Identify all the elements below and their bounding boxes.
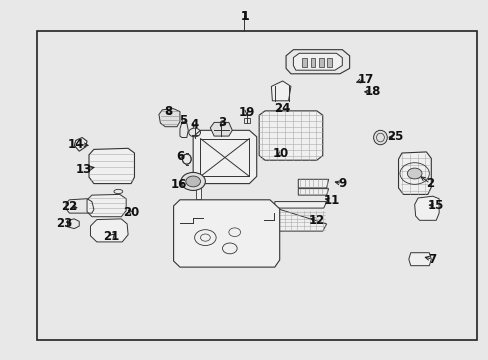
- Bar: [310, 58, 315, 67]
- Bar: [302, 58, 306, 67]
- Polygon shape: [414, 196, 438, 220]
- Text: 24: 24: [274, 102, 290, 114]
- Text: 13: 13: [76, 163, 92, 176]
- Polygon shape: [89, 148, 134, 184]
- Text: 5: 5: [179, 114, 187, 127]
- Bar: [37, 31, 476, 340]
- Polygon shape: [159, 109, 180, 127]
- Ellipse shape: [373, 130, 386, 145]
- Polygon shape: [269, 209, 326, 231]
- Polygon shape: [193, 130, 256, 184]
- Text: 11: 11: [323, 194, 339, 207]
- Text: 16: 16: [170, 178, 186, 191]
- Text: 12: 12: [308, 214, 325, 227]
- Polygon shape: [408, 253, 430, 266]
- Polygon shape: [90, 219, 128, 242]
- Polygon shape: [271, 81, 290, 101]
- Polygon shape: [173, 200, 279, 267]
- Bar: [195, 184, 201, 199]
- Polygon shape: [274, 202, 326, 208]
- Polygon shape: [87, 194, 126, 217]
- Text: 3: 3: [218, 116, 226, 129]
- Text: 21: 21: [103, 230, 120, 243]
- Polygon shape: [259, 111, 322, 160]
- Circle shape: [181, 172, 205, 190]
- Polygon shape: [298, 179, 328, 188]
- Text: 10: 10: [272, 147, 289, 159]
- Text: 1: 1: [240, 10, 248, 23]
- Text: 15: 15: [427, 199, 444, 212]
- Bar: [318, 58, 323, 67]
- Text: 6: 6: [176, 150, 183, 163]
- Bar: [326, 58, 331, 67]
- Text: 23: 23: [56, 217, 73, 230]
- Text: 14: 14: [67, 138, 84, 150]
- Text: 18: 18: [364, 85, 380, 98]
- Polygon shape: [210, 122, 232, 136]
- Polygon shape: [398, 152, 430, 194]
- Circle shape: [185, 176, 200, 187]
- Text: 2: 2: [426, 177, 433, 190]
- Polygon shape: [298, 189, 328, 195]
- Polygon shape: [293, 53, 342, 70]
- Text: 20: 20: [122, 206, 139, 219]
- Text: 1: 1: [240, 10, 248, 23]
- Text: 8: 8: [164, 105, 172, 118]
- Text: 25: 25: [386, 130, 403, 143]
- Text: 9: 9: [338, 177, 346, 190]
- Text: 19: 19: [238, 106, 255, 119]
- Text: 4: 4: [190, 118, 198, 131]
- Text: 17: 17: [357, 73, 373, 86]
- Circle shape: [407, 168, 421, 179]
- Text: 22: 22: [61, 201, 78, 213]
- Text: 7: 7: [428, 253, 436, 266]
